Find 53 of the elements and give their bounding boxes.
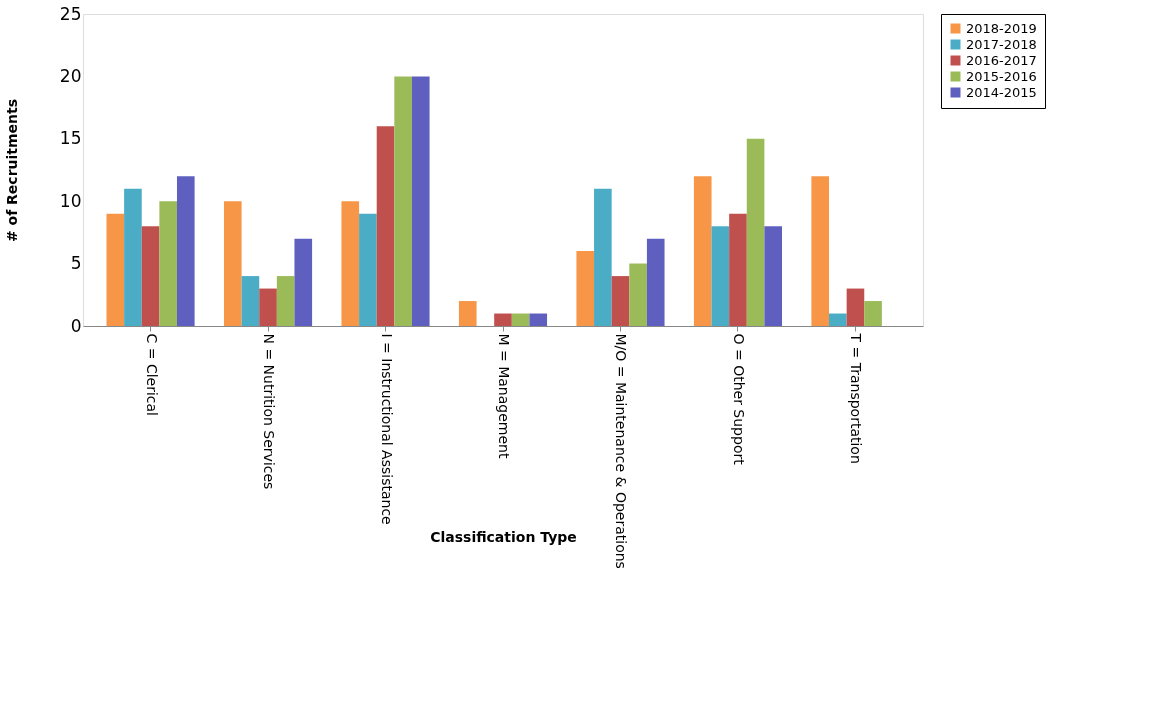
bar xyxy=(846,288,865,326)
bar xyxy=(529,313,548,326)
bar xyxy=(629,263,647,326)
bar xyxy=(458,301,477,326)
y-tick-label: 10 xyxy=(59,190,82,211)
y-tick-label: 15 xyxy=(59,128,82,149)
bar xyxy=(411,76,430,326)
bar xyxy=(646,238,665,326)
bar xyxy=(746,138,765,326)
x-tick-label: C = Clerical xyxy=(143,333,160,416)
x-tick-label: T = Transportation xyxy=(848,332,865,464)
bar xyxy=(511,313,530,326)
bar xyxy=(176,176,195,326)
bar xyxy=(376,126,395,326)
bar xyxy=(341,201,360,326)
x-tick-label: M/O = Maintenance & Operations xyxy=(613,333,630,569)
x-tick-label: N = Nutrition Services xyxy=(261,333,278,490)
bar xyxy=(729,213,747,326)
bar xyxy=(711,226,730,326)
bar xyxy=(494,313,512,326)
y-tick-label: 25 xyxy=(59,3,82,24)
legend-label: 2014-2015 xyxy=(966,84,1037,100)
y-axis-title: # of Recruitments xyxy=(3,98,20,243)
bar xyxy=(394,76,412,326)
bar xyxy=(223,201,242,326)
y-tick-label: 5 xyxy=(70,253,82,274)
bar xyxy=(611,276,630,326)
bar xyxy=(359,213,377,326)
bar xyxy=(594,188,612,326)
bar xyxy=(829,313,847,326)
legend-label: 2016-2017 xyxy=(966,52,1037,68)
bar xyxy=(576,251,595,326)
x-tick-label: I = Instructional Assistance xyxy=(378,333,395,525)
bar xyxy=(259,288,277,326)
legend-label: 2015-2016 xyxy=(966,68,1037,84)
bar xyxy=(693,176,712,326)
legend-label: 2017-2018 xyxy=(966,36,1037,52)
y-tick-label: 0 xyxy=(70,315,82,336)
bar xyxy=(864,301,882,326)
bar xyxy=(106,213,125,326)
bar xyxy=(764,226,783,326)
bar xyxy=(124,188,142,326)
y-tick-label: 20 xyxy=(59,65,82,86)
x-tick-label: M = Management xyxy=(496,333,512,459)
bar xyxy=(241,276,260,326)
legend-label: 2018-2019 xyxy=(966,20,1037,36)
bar xyxy=(294,238,313,326)
bar xyxy=(811,176,830,326)
x-axis-title: Classification Type xyxy=(430,528,577,545)
bar xyxy=(276,276,295,326)
x-tick-label: O = Other Support xyxy=(730,333,747,466)
bar xyxy=(159,201,177,326)
bar xyxy=(141,226,160,326)
